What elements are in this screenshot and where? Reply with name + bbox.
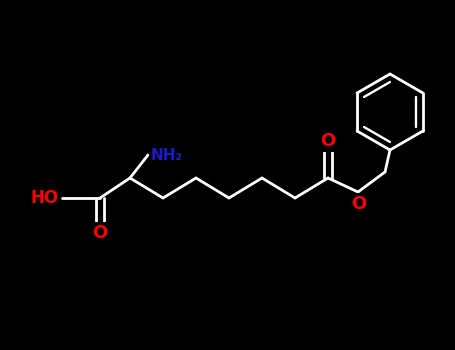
Text: O: O: [320, 132, 336, 150]
Text: HO: HO: [31, 189, 59, 207]
Text: O: O: [92, 224, 108, 242]
Text: O: O: [351, 195, 367, 213]
Text: NH₂: NH₂: [151, 147, 183, 162]
